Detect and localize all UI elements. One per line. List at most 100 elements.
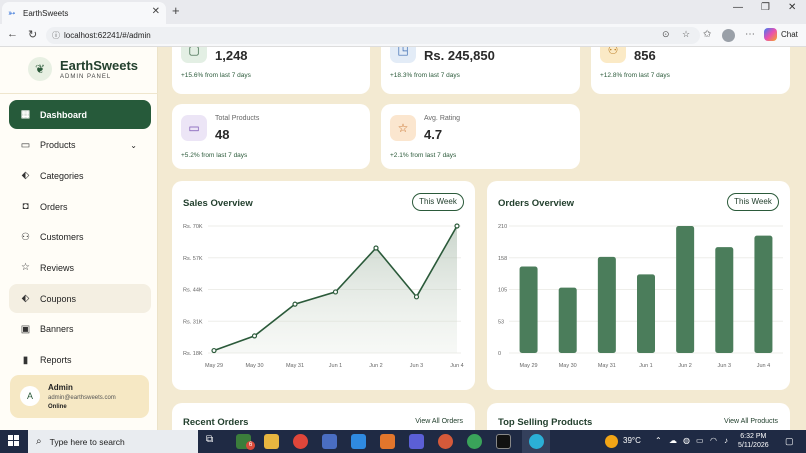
sales-point <box>211 347 217 354</box>
order-bar <box>558 287 577 353</box>
sales-period-button[interactable]: This Week <box>412 193 464 211</box>
weather-icon[interactable] <box>605 435 618 448</box>
taskbar-search[interactable]: ⌕ Type here to search <box>28 430 198 453</box>
maximize-icon[interactable]: ❐ <box>761 2 770 13</box>
vscode-app-icon[interactable] <box>351 434 366 449</box>
sidebar-item-categories[interactable]: ⬖ Categories <box>9 161 151 190</box>
site-info-icon[interactable]: ⓘ <box>52 31 60 40</box>
new-tab-icon[interactable]: + <box>172 3 180 18</box>
tray-expand-icon[interactable]: ⌃ <box>655 436 662 445</box>
orders-chart: 0 53 105 158 210 May 29 May 30 May 31 Jun 1 Jun 2… <box>498 224 783 369</box>
close-window-icon[interactable]: ✕ <box>788 2 797 13</box>
taskbar: ⌕ Type here to search ⧉ 6 39°C ⌃ ☁ ◍ ▭ ◠… <box>0 430 806 453</box>
sidebar-item-reports[interactable]: ▮ Reports <box>9 346 151 375</box>
orders-period-button[interactable]: This Week <box>727 193 779 211</box>
battery-icon[interactable]: ▭ <box>696 436 704 445</box>
tab-close-icon[interactable]: ✕ <box>151 6 160 17</box>
image-icon: ▣ <box>20 323 31 335</box>
x-tick-label: Jun 1 <box>329 363 342 369</box>
clock[interactable]: 6:32 PM 5/11/2026 <box>738 432 769 450</box>
minimize-icon[interactable]: — <box>733 2 743 13</box>
brand-name: EarthSweets <box>60 58 139 73</box>
sidebar-item-label: Coupons <box>40 293 77 304</box>
chevron-down-icon[interactable]: ⌄ <box>130 140 137 150</box>
sidebar-item-coupons[interactable]: ⬖ Coupons <box>9 284 151 314</box>
x-tick-label: May 29 <box>520 363 538 369</box>
volume-icon[interactable]: ♪ <box>724 436 728 445</box>
y-tick-label: 210 <box>498 224 507 230</box>
reload-icon[interactable]: ↻ <box>28 29 38 41</box>
tray-app-icon[interactable]: ☁ <box>669 436 677 445</box>
order-bar <box>676 226 695 353</box>
recent-orders-card: Recent Orders View All Orders <box>172 403 475 430</box>
app-icon[interactable] <box>409 434 424 449</box>
file-explorer-icon[interactable] <box>264 434 279 449</box>
x-tick-label: Jun 2 <box>678 363 691 369</box>
box-icon: ▭ <box>181 115 207 141</box>
sidebar-item-customers[interactable]: ⚇ Customers <box>9 223 151 252</box>
sidebar-item-label: Reviews <box>40 262 75 273</box>
sales-point <box>454 223 460 229</box>
sales-point <box>413 294 420 300</box>
more-menu-icon[interactable]: ⋯ <box>745 29 755 40</box>
xampp-app-icon[interactable] <box>380 434 395 449</box>
browser-tab-bar: ➳ EarthSweets ✕ + — ❐ ✕ <box>0 0 806 24</box>
terminal-app-icon[interactable] <box>496 434 511 449</box>
taskbar-search-placeholder: Type here to search <box>49 436 125 447</box>
copilot-label: Chat <box>781 30 798 39</box>
orders-overview-title: Orders Overview <box>498 198 575 209</box>
tab-title: EarthSweets <box>23 8 69 18</box>
user-card[interactable]: A Admin admin@earthsweets.com Online <box>10 375 149 418</box>
stat-trend: +18.3% from last 7 days <box>390 72 460 79</box>
sidebar-item-label: Reports <box>40 355 72 365</box>
url-field[interactable]: ⓘ localhost:62241/#/admin ⊙ ☆ <box>46 27 700 44</box>
y-tick-label: Rs. 57K <box>183 256 203 262</box>
tray-app-icon[interactable]: ◍ <box>683 436 690 445</box>
sidebar-item-orders[interactable]: ◘ Orders <box>9 192 151 221</box>
copilot-icon <box>764 28 777 41</box>
read-aloud-icon[interactable]: ⊙ <box>662 29 670 39</box>
favorites-bar-icon[interactable]: ✩ <box>703 29 712 40</box>
order-bar <box>754 235 773 353</box>
y-tick-label: 105 <box>498 288 507 294</box>
sales-point <box>373 245 379 251</box>
box-icon: ▭ <box>20 139 31 151</box>
store-app-icon[interactable] <box>322 434 337 449</box>
stat-trend: +5.2% from last 7 days <box>181 152 248 159</box>
x-tick-label: May 31 <box>598 363 616 369</box>
view-all-products-link[interactable]: View All Products <box>724 418 778 425</box>
clock-time: 6:32 PM <box>740 433 767 440</box>
browser-tab[interactable]: ➳ EarthSweets ✕ <box>2 2 166 24</box>
profile-avatar-icon[interactable] <box>722 29 735 42</box>
wifi-icon[interactable]: ◠ <box>710 436 717 445</box>
copilot-chat-button[interactable]: Chat <box>764 28 798 41</box>
windows-start-icon[interactable] <box>8 435 20 447</box>
x-tick-label: May 29 <box>205 363 223 369</box>
sidebar-item-banners[interactable]: ▣ Banners <box>9 315 151 344</box>
sidebar-item-reviews[interactable]: ☆ Reviews <box>9 253 151 282</box>
site-favicon-icon: ➳ <box>8 7 16 18</box>
task-view-icon[interactable]: ⧉ <box>206 434 214 445</box>
x-tick-label: Jun 3 <box>410 363 423 369</box>
sidebar-item-products[interactable]: ▭ Products ⌄ <box>9 131 151 160</box>
app-icon[interactable] <box>438 434 453 449</box>
sidebar-item-dashboard[interactable]: ▦ Dashboard <box>9 100 151 129</box>
recent-orders-title: Recent Orders <box>183 417 249 428</box>
notifications-icon[interactable]: ▢ <box>785 436 794 446</box>
user-name: Admin <box>48 383 73 392</box>
view-all-orders-link[interactable]: View All Orders <box>415 418 463 425</box>
star-icon: ☆ <box>21 262 30 274</box>
users-icon: ⚇ <box>21 231 30 243</box>
tag-icon: ⬖ <box>21 293 30 305</box>
chrome-profile-icon[interactable] <box>467 434 482 449</box>
sidebar-item-label: Categories <box>40 170 84 181</box>
sidebar-item-label: Customers <box>40 232 84 243</box>
dashboard-icon: ▦ <box>20 109 31 120</box>
favorite-icon[interactable]: ☆ <box>682 29 691 39</box>
back-icon[interactable]: ← <box>7 28 18 40</box>
sidebar-divider <box>0 93 158 94</box>
edge-app-icon[interactable] <box>529 434 544 449</box>
bag-icon: ▢ <box>181 47 207 63</box>
page-viewport: ❦ EarthSweets ADMIN PANEL ▦ Dashboard ▭ Pr… <box>0 47 806 430</box>
chrome-app-icon[interactable] <box>293 434 308 449</box>
